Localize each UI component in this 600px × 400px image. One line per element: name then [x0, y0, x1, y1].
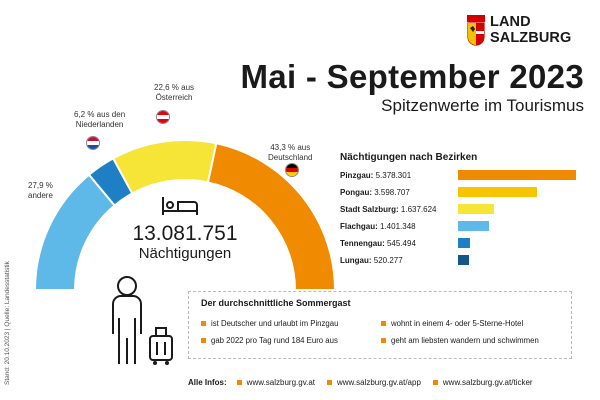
- guest-fact: gab 2022 pro Tag rund 184 Euro aus: [201, 336, 338, 345]
- logo-line-1: LAND: [490, 14, 531, 30]
- bar-pongau: [458, 187, 537, 197]
- page-title: Mai - September 2023: [240, 58, 584, 95]
- total-overnight-stays-value: 13.081.751: [132, 222, 238, 245]
- segment-label-niederlande: 6,2 % aus den Niederlanden: [74, 110, 126, 129]
- bullet-icon: [201, 321, 206, 326]
- bar-label-pinzgau: Pinzgau: 5.378.301: [340, 171, 412, 180]
- bar-label-lungau: Lungau: 520.277: [340, 256, 403, 265]
- coat-of-arms-icon: [467, 15, 485, 46]
- bar-row-stadt-salzburg: Stadt Salzburg: 1.637.624: [340, 202, 580, 218]
- bullet-icon: [201, 338, 206, 343]
- bar-row-pongau: Pongau: 3.598.707: [340, 185, 580, 201]
- bar-chart-title: Nächtigungen nach Bezirken: [340, 152, 478, 163]
- bullet-icon: [381, 321, 386, 326]
- bar-row-pinzgau: Pinzgau: 5.378.301: [340, 168, 580, 184]
- page-subtitle: Spitzenwerte im Tourismus: [381, 96, 584, 115]
- footer-links: Alle Infos: www.salzburg.gv.at www.salzb…: [188, 375, 588, 389]
- bullet-icon: [381, 338, 386, 343]
- link-salzburg-gv-at[interactable]: www.salzburg.gv.at: [236, 378, 315, 387]
- netherlands-flag-icon: [86, 136, 100, 150]
- bed-icon: [162, 197, 198, 215]
- bullet-icon: [327, 379, 332, 385]
- bullet-icon: [432, 379, 438, 385]
- link-salzburg-app[interactable]: www.salzburg.gv.at/app: [327, 378, 421, 387]
- link-salzburg-ticker[interactable]: www.salzburg.gv.at/ticker: [432, 378, 533, 387]
- segment-label-andere: 27,9 % andere: [28, 181, 53, 200]
- bar-label-stadt-salzburg: Stadt Salzburg: 1.637.624: [340, 205, 437, 214]
- donut-segment-deutschland: [206, 142, 337, 290]
- land-salzburg-logo: LAND SALZBURG: [466, 14, 590, 48]
- traveler-with-suitcase-icon: [112, 276, 173, 365]
- bar-row-tennengau: Tennengau: 545.494: [340, 236, 580, 252]
- footer-label: Alle Infos:: [188, 377, 227, 387]
- total-overnight-stays-label: Nächtigungen: [138, 245, 232, 262]
- bar-row-flachgau: Flachgau: 1.401.348: [340, 219, 580, 235]
- guest-fact: geht am liebsten wandern und schwimmen: [381, 336, 539, 345]
- segment-label-deutschland: 43,3 % aus Deutschland: [268, 143, 313, 162]
- bullet-icon: [236, 379, 242, 385]
- bar-tennengau: [458, 238, 470, 248]
- bar-lungau: [458, 255, 469, 265]
- bar-row-lungau: Lungau: 520.277: [340, 253, 580, 269]
- source-note: Stand: 20.10.2023 | Quelle: Landesstatis…: [4, 261, 11, 385]
- bar-flachgau: [458, 221, 489, 231]
- germany-flag-icon: [285, 163, 299, 177]
- logo-line-2: SALZBURG: [490, 30, 572, 46]
- bar-label-flachgau: Flachgau: 1.401.348: [340, 222, 416, 231]
- bar-stadt-salzburg: [458, 204, 494, 214]
- half-donut-chart: [33, 139, 337, 290]
- bar-label-tennengau: Tennengau: 545.494: [340, 239, 416, 248]
- guest-fact: ist Deutscher und urlaubt im Pinzgau: [201, 319, 338, 328]
- average-guest-title: Der durchschnittliche Sommergast: [201, 298, 351, 308]
- bar-pinzgau: [458, 170, 576, 180]
- donut-segment-oesterreich: [111, 139, 218, 195]
- segment-label-oesterreich: 22,6 % aus Österreich: [154, 83, 195, 102]
- average-guest-box: Der durchschnittliche Sommergast ist Deu…: [188, 291, 572, 359]
- bar-label-pongau: Pongau: 3.598.707: [340, 188, 410, 197]
- austria-flag-icon: [156, 110, 170, 124]
- guest-fact: wohnt in einem 4- oder 5-Sterne-Hotel: [381, 319, 523, 328]
